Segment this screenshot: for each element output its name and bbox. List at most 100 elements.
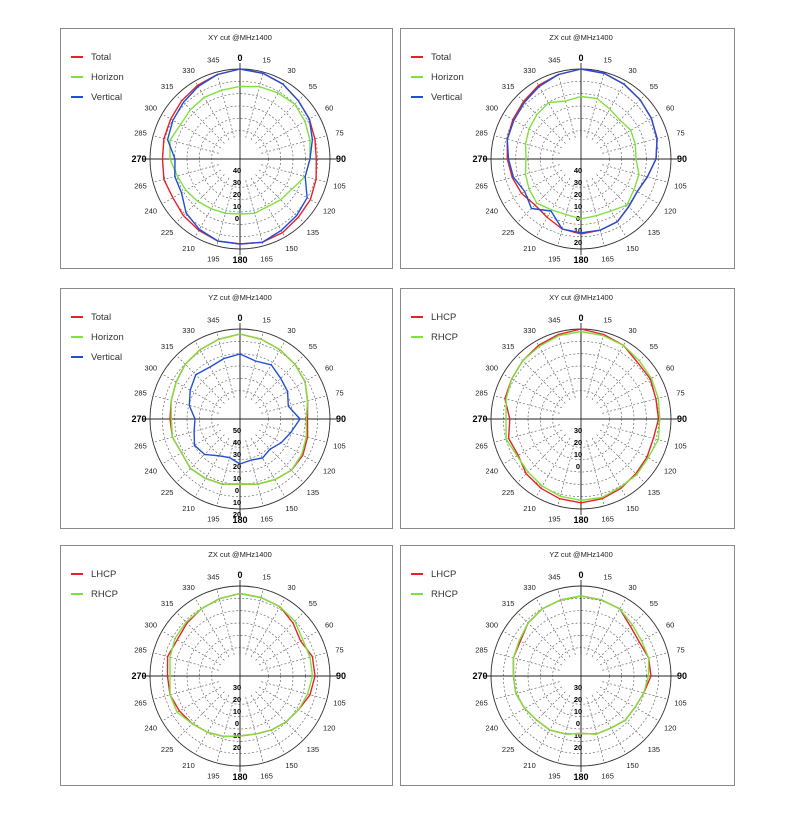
angle-tick-label: 195 (207, 254, 220, 263)
radial-tick-label: 40 (233, 166, 241, 175)
angle-tick-label: 150 (626, 504, 639, 513)
angle-tick-label: 15 (262, 316, 270, 325)
legend-swatch (71, 96, 83, 98)
chart-title: XY cut @MHz1400 (208, 33, 272, 42)
series-line-horizon (169, 85, 311, 215)
legend: LHCP RHCP (71, 564, 118, 604)
radial-tick-label: 0 (576, 719, 580, 728)
radial-tick-label: 50 (233, 426, 241, 435)
legend: LHCP RHCP (411, 307, 458, 347)
angle-tick-label: 90 (677, 154, 687, 164)
legend-item: Horizon (411, 67, 464, 87)
angle-tick-label: 180 (232, 772, 247, 782)
angle-tick-label: 15 (262, 573, 270, 582)
angle-tick-label: 210 (182, 244, 195, 253)
angle-tick-label: 0 (237, 313, 242, 323)
angle-tick-label: 285 (475, 388, 488, 397)
legend-swatch (411, 96, 423, 98)
grid-spoke (161, 373, 222, 409)
radial-tick-label: 0 (235, 719, 239, 728)
angle-tick-label: 300 (486, 621, 499, 630)
angle-tick-label: 165 (601, 514, 614, 523)
angle-tick-label: 120 (323, 467, 336, 476)
legend-label: Vertical (431, 91, 463, 103)
grid-spoke (517, 174, 566, 223)
angle-tick-label: 150 (626, 761, 639, 770)
angle-tick-label: 105 (333, 182, 346, 191)
chart-title: ZX cut @MHz1400 (208, 550, 271, 559)
legend-swatch (411, 56, 423, 58)
grid-spoke (596, 434, 645, 483)
legend-label: LHCP (431, 568, 457, 580)
angle-tick-label: 270 (131, 671, 146, 681)
angle-tick-label: 120 (323, 724, 336, 733)
angle-tick-label: 135 (648, 228, 661, 237)
angle-tick-label: 210 (523, 504, 536, 513)
radial-tick-label: 20 (574, 438, 582, 447)
angle-tick-label: 90 (677, 671, 687, 681)
legend-item: Horizon (71, 67, 124, 87)
angle-tick-label: 75 (335, 645, 343, 654)
angle-tick-label: 150 (285, 244, 298, 253)
chart-title: XY cut @MHz1400 (549, 293, 613, 302)
angle-tick-label: 75 (676, 128, 684, 137)
radial-tick-label: 10 (574, 226, 582, 235)
angle-tick-label: 60 (666, 621, 674, 630)
angle-tick-label: 0 (237, 53, 242, 63)
legend: Total Horizon Vertical (71, 307, 124, 367)
angle-tick-label: 345 (207, 56, 220, 65)
angle-tick-label: 60 (325, 364, 333, 373)
angle-tick-label: 180 (573, 772, 588, 782)
angle-tick-label: 30 (287, 66, 295, 75)
legend-label: Total (91, 311, 112, 323)
radial-tick-label: 10 (233, 474, 241, 483)
chart-panel-6: YZ cut @MHz1400 0 15 30 55 60 75 90 105 120 135 150… (400, 545, 735, 786)
grid-spoke (502, 429, 563, 465)
angle-tick-label: 180 (232, 255, 247, 265)
grid-spoke (535, 80, 571, 141)
legend-label: Horizon (91, 331, 124, 343)
angle-tick-label: 165 (260, 254, 273, 263)
angle-tick-label: 0 (578, 570, 583, 580)
angle-tick-label: 225 (161, 745, 174, 754)
angle-tick-label: 15 (603, 56, 611, 65)
angle-tick-label: 165 (260, 771, 273, 780)
legend-item: LHCP (71, 564, 118, 584)
angle-tick-label: 345 (207, 316, 220, 325)
legend-label: RHCP (431, 331, 458, 343)
angle-tick-label: 150 (285, 761, 298, 770)
radial-tick-label: 40 (233, 438, 241, 447)
legend: Total Horizon Vertical (411, 47, 464, 107)
legend-swatch (71, 593, 83, 595)
series-line-rhcp (169, 592, 314, 738)
angle-tick-label: 300 (486, 364, 499, 373)
angle-tick-label: 0 (578, 53, 583, 63)
angle-tick-label: 265 (475, 442, 488, 451)
angle-tick-label: 90 (336, 414, 346, 424)
legend-label: LHCP (431, 311, 457, 323)
grid-spoke (255, 95, 304, 144)
legend-item: Total (411, 47, 464, 67)
legend-swatch (71, 56, 83, 58)
legend-swatch (411, 593, 423, 595)
grid-spoke (517, 612, 566, 661)
grid-spoke (261, 135, 328, 154)
grid-spoke (517, 95, 566, 144)
grid-spoke (502, 630, 563, 666)
grid-spoke (502, 373, 563, 409)
angle-tick-label: 240 (145, 207, 158, 216)
angle-tick-label: 210 (523, 244, 536, 253)
series-line-vertical (506, 68, 658, 234)
angle-tick-label: 270 (131, 414, 146, 424)
polar-chart-svg: XY cut @MHz1400 0 15 30 55 60 75 90 105 120 135 150… (472, 293, 687, 525)
angle-tick-label: 55 (309, 82, 317, 91)
angle-tick-label: 180 (573, 515, 588, 525)
series-line-rhcp (505, 330, 661, 502)
angle-tick-label: 165 (601, 771, 614, 780)
angle-tick-label: 75 (335, 388, 343, 397)
angle-tick-label: 285 (134, 645, 147, 654)
grid-spoke (216, 71, 235, 138)
angle-tick-label: 270 (472, 154, 487, 164)
series-line-horizon (170, 333, 309, 485)
grid-spoke (596, 174, 645, 223)
